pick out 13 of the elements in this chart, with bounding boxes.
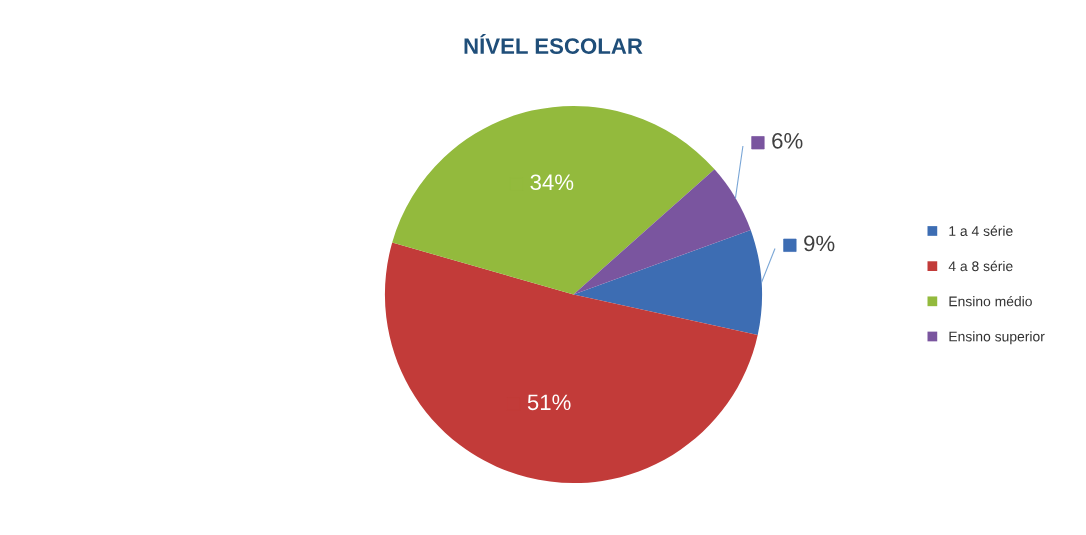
legend-label: 1 a 4 série [949, 225, 1013, 236]
pie-slice [573, 169, 751, 295]
chart-title: NÍVEL ESCOLAR [464, 34, 643, 54]
data-label: 51% [527, 394, 571, 411]
data-label: 34% [530, 174, 574, 191]
pie-slice [392, 105, 715, 295]
data-label: 9% [804, 235, 835, 252]
legend-label: Ensino superior [949, 331, 1045, 345]
pie-slice [573, 229, 763, 335]
legend-label: Ensino médio [949, 295, 1032, 307]
pie-slice [384, 242, 758, 484]
data-label: 6% [772, 132, 803, 149]
legend-label: 4 a 8 série [948, 260, 1013, 272]
